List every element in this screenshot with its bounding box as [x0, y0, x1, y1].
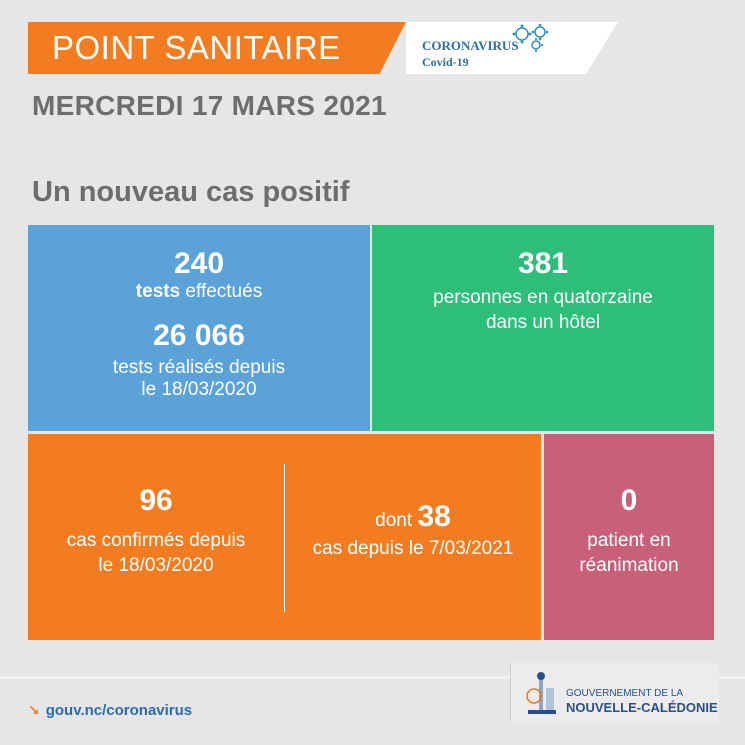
cases-recent-value: 38: [417, 500, 451, 533]
tests-value: 240: [173, 247, 225, 280]
cases-recent-line: dont 38: [285, 500, 541, 534]
tile-reanimation: 0 patient en réanimation: [544, 434, 714, 640]
government-emblem-icon: [526, 672, 556, 714]
tests-total-label-line2: le 18/03/2020: [141, 379, 257, 400]
header-banner: [28, 22, 406, 74]
page-title: POINT SANITAIRE: [52, 29, 341, 66]
tile-tests: 240 tests effectués 26 066 tests réalisé…: [28, 225, 370, 431]
headline: Un nouveau cas positif: [32, 176, 350, 208]
cases-recent: dont 38 cas depuis le 7/03/2021: [285, 434, 541, 560]
footer-link[interactable]: ↘ gouv.nc/coronavirus: [28, 702, 192, 719]
badge-line1: CORONAVIRUS: [422, 38, 519, 53]
hotel-label-line1: personnes en quatorzaine: [433, 287, 653, 308]
badge-line2: Covid-19: [422, 55, 469, 69]
tile-hotel: 381 personnes en quatorzaine dans un hôt…: [372, 225, 714, 431]
tile-cases: 96 cas confirmés depuis le 18/03/2020 do…: [28, 434, 541, 640]
hotel-label-line2: dans un hôtel: [485, 312, 601, 333]
virus-icon: [512, 23, 549, 53]
cases-label-line1: cas confirmés depuis: [66, 530, 246, 551]
reanimation-label-line1: patient en: [587, 530, 671, 551]
reanimation-value: 0: [620, 484, 638, 517]
coronavirus-badge-text: CORONAVIRUS Covid-19: [422, 38, 519, 70]
footer-divider: [0, 676, 745, 679]
tests-label: tests effectués: [28, 281, 370, 303]
cases-divider: [284, 464, 285, 612]
coronavirus-badge: [406, 22, 618, 74]
cases-label-line2: le 18/03/2020: [98, 555, 214, 576]
cases-value: 96: [139, 484, 173, 517]
tests-label-bold: tests: [135, 281, 181, 302]
date-heading: MERCREDI 17 MARS 2021: [32, 90, 387, 121]
cases-recent-prefix: dont: [375, 510, 418, 531]
gov-line2: NOUVELLE-CALÉDONIE: [566, 700, 718, 715]
tests-label-rest: effectués: [180, 281, 263, 302]
hotel-value: 381: [517, 247, 569, 280]
arrow-icon: ↘: [28, 702, 40, 718]
cases-recent-label: cas depuis le 7/03/2021: [312, 538, 514, 559]
tests-total-label-line1: tests réalisés depuis: [112, 357, 286, 378]
cases-total: 96 cas confirmés depuis le 18/03/2020: [28, 434, 284, 577]
footer-link-text[interactable]: gouv.nc/coronavirus: [45, 702, 193, 719]
gov-line1: GOUVERNEMENT DE LA: [566, 688, 684, 699]
government-name: GOUVERNEMENT DE LA NOUVELLE-CALÉDONIE: [566, 688, 718, 716]
tests-total-value: 26 066: [153, 319, 245, 352]
reanimation-label-line2: réanimation: [579, 555, 679, 576]
